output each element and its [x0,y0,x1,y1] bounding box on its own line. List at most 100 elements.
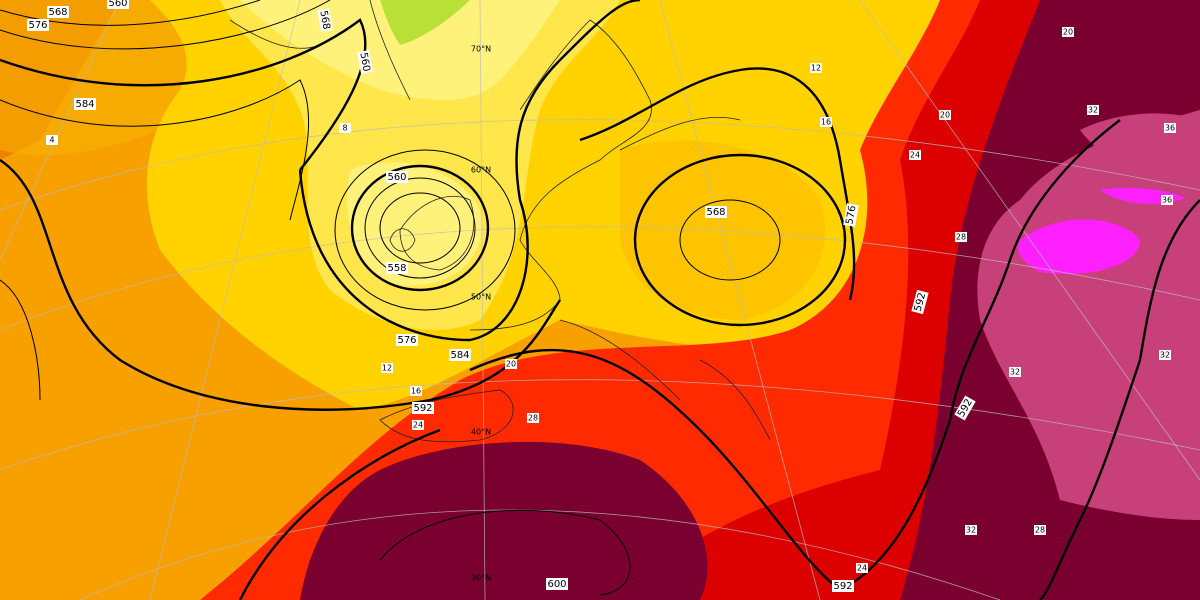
label-box [909,150,921,160]
label-box [965,525,977,535]
temperature-label: 8 [342,124,347,133]
geopotential-label-text: 600 [547,579,566,590]
temperature-label: 4 [49,136,54,145]
geopotential-label-text: 592 [913,291,929,312]
geopotential-label-text: 568 [706,207,725,218]
geopotential-label-text: 568 [48,7,67,18]
temperature-label: 20 [940,111,950,120]
geopotential-label: 600 [546,578,568,590]
label-box [1161,195,1173,205]
temperature-label: 36 [1165,124,1175,133]
geopotential-label: 576 [27,19,49,31]
label-box [955,232,967,242]
label-box [1087,105,1099,115]
temperature-label: 12 [382,364,392,373]
label-box [381,363,393,373]
label-box [954,395,976,421]
label-box [527,413,539,423]
geopotential-label: 584 [74,98,96,110]
label-box [412,420,424,430]
geopotential-label-text: 576 [397,335,416,346]
temperature-label: 28 [528,414,538,423]
latitude-label: 50°N [471,293,491,302]
label-box [1062,27,1074,37]
latitude-label: 40°N [471,428,491,437]
geopotential-label-text: 560 [387,172,406,183]
temperature-label: 28 [1035,526,1045,535]
label-box [832,580,854,592]
label-box [505,359,517,369]
label-box [317,8,333,32]
temperature-label: 32 [1010,368,1020,377]
geopotential-label-text: 558 [387,263,406,274]
label-box [396,334,418,346]
geopotential-label: 576 [396,334,418,346]
geopotential-label-text: 584 [75,99,94,110]
label-box [46,135,58,145]
label-box [339,123,351,133]
temperature-label: 24 [413,421,423,430]
temperature-label: 16 [411,387,421,396]
geopotential-label-text: 568 [317,10,331,31]
temperature-label: 16 [821,118,831,127]
label-box [843,203,859,227]
label-box [410,386,422,396]
latitude-label: 30°N [471,574,491,583]
temperature-label: 20 [506,360,516,369]
geopotential-label: 584 [449,349,471,361]
geopotential-label: 592 [911,289,929,315]
geopotential-label: 560 [107,0,129,9]
temperature-label: 24 [857,564,867,573]
label-box [1009,367,1021,377]
label-box [820,117,832,127]
geopotential-label: 560 [357,50,373,74]
geopotential-label-text: 560 [108,0,127,9]
label-box [412,402,434,414]
temperature-label: 28 [956,233,966,242]
geopotential-label: 576 [843,203,859,227]
label-box [856,563,868,573]
label-box [810,63,822,73]
temperature-label: 32 [1088,106,1098,115]
temperature-label: 20 [1063,28,1073,37]
temperature-label: 32 [1160,351,1170,360]
geopotential-label: 568 [705,206,727,218]
label-box [449,349,471,361]
geopotential-label-text: 592 [833,581,852,592]
label-box [1034,525,1046,535]
temperature-label: 36 [1162,196,1172,205]
label-box [939,110,951,120]
label-box [107,0,129,9]
label-box [386,262,408,274]
label-box [1164,123,1176,133]
label-box [546,578,568,590]
temperature-label: 32 [966,526,976,535]
geopotential-label: 592 [412,402,434,414]
geopotential-label-text: 592 [413,403,432,414]
label-box [27,19,49,31]
label-box [705,206,727,218]
label-box [386,171,408,183]
label-box [74,98,96,110]
latitude-label: 70°N [471,45,491,54]
label-box [911,289,929,315]
temperature-label: 12 [811,64,821,73]
geopotential-label: 568 [47,6,69,18]
geopotential-label-text: 584 [450,350,469,361]
latitude-label: 60°N [471,166,491,175]
geopotential-label: 558 [386,262,408,274]
geopotential-label-text: 576 [844,205,858,226]
label-box [1159,350,1171,360]
geopotential-label-text: 576 [28,20,47,31]
temperature-label: 24 [910,151,920,160]
geopotential-label: 592 [832,580,854,592]
geopotential-label: 560 [386,171,408,183]
geopotential-label-text: 560 [357,52,371,73]
label-box [357,50,373,74]
label-box [47,6,69,18]
